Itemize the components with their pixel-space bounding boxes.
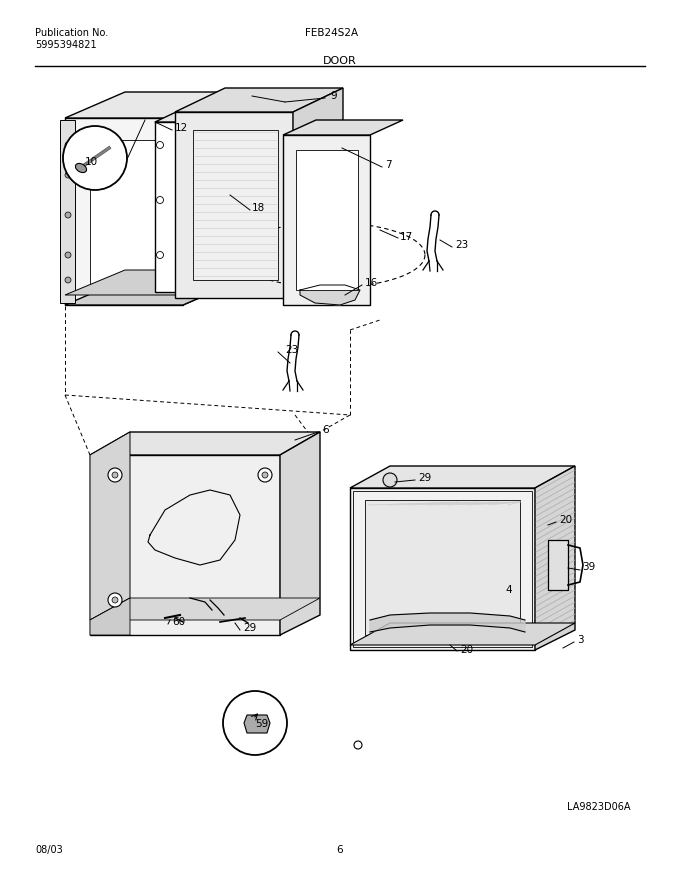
Ellipse shape (75, 163, 86, 173)
Polygon shape (300, 285, 360, 305)
Text: 29: 29 (418, 473, 431, 483)
Text: 4: 4 (505, 585, 511, 595)
Polygon shape (350, 488, 535, 650)
Circle shape (65, 142, 71, 148)
Circle shape (65, 277, 71, 283)
Polygon shape (90, 598, 130, 635)
Text: Publication No.: Publication No. (35, 28, 108, 38)
Circle shape (65, 212, 71, 218)
Polygon shape (65, 92, 243, 118)
Text: 5995394821: 5995394821 (35, 40, 97, 50)
Circle shape (262, 472, 268, 478)
Polygon shape (193, 130, 278, 280)
Text: LA9823D06A: LA9823D06A (566, 802, 630, 812)
Text: 18: 18 (252, 203, 265, 213)
Polygon shape (350, 466, 575, 488)
Circle shape (156, 251, 163, 258)
Circle shape (354, 741, 362, 749)
Polygon shape (90, 432, 130, 620)
Polygon shape (296, 150, 358, 290)
Polygon shape (65, 279, 243, 305)
Text: 7: 7 (385, 160, 392, 170)
Text: 6: 6 (322, 425, 328, 435)
Text: FEB24S2A: FEB24S2A (305, 28, 358, 38)
Circle shape (108, 468, 122, 482)
Circle shape (223, 691, 287, 755)
Circle shape (262, 196, 269, 203)
Circle shape (156, 196, 163, 203)
Polygon shape (155, 122, 270, 292)
Polygon shape (90, 598, 320, 620)
Circle shape (291, 256, 299, 264)
Polygon shape (175, 142, 255, 275)
Polygon shape (90, 455, 280, 635)
Polygon shape (535, 466, 575, 650)
Circle shape (63, 126, 127, 190)
Text: 10: 10 (84, 157, 97, 167)
Text: 20: 20 (559, 515, 572, 525)
Text: 29: 29 (243, 623, 256, 633)
Polygon shape (175, 88, 343, 112)
Text: 3: 3 (577, 635, 583, 645)
Polygon shape (183, 92, 243, 305)
Polygon shape (60, 120, 75, 303)
Polygon shape (350, 623, 575, 645)
Polygon shape (65, 270, 243, 295)
Text: 16: 16 (365, 278, 378, 288)
Polygon shape (365, 500, 520, 635)
Polygon shape (90, 432, 320, 455)
Text: DOOR: DOOR (323, 56, 357, 66)
Polygon shape (155, 103, 310, 122)
Polygon shape (65, 118, 183, 305)
Circle shape (383, 473, 397, 487)
Polygon shape (370, 613, 525, 632)
Text: 17: 17 (400, 232, 413, 242)
Polygon shape (283, 135, 370, 305)
Circle shape (291, 196, 299, 204)
Text: 6: 6 (337, 845, 343, 855)
Polygon shape (280, 432, 320, 635)
Circle shape (65, 252, 71, 258)
Text: 23: 23 (455, 240, 469, 250)
Circle shape (108, 593, 122, 607)
Circle shape (262, 251, 269, 258)
Circle shape (156, 142, 163, 149)
Text: 39: 39 (582, 562, 595, 572)
Text: 20: 20 (460, 645, 473, 655)
Polygon shape (283, 120, 403, 135)
Circle shape (258, 468, 272, 482)
Circle shape (291, 141, 299, 149)
Circle shape (262, 142, 269, 149)
Polygon shape (293, 88, 343, 298)
Polygon shape (244, 715, 270, 733)
Circle shape (112, 597, 118, 603)
Text: 08/03: 08/03 (35, 845, 63, 855)
Text: 12: 12 (175, 123, 188, 133)
Circle shape (65, 172, 71, 178)
Text: 59: 59 (256, 719, 269, 729)
Polygon shape (548, 540, 568, 590)
Circle shape (112, 472, 118, 478)
Text: 60: 60 (172, 617, 185, 627)
Polygon shape (90, 140, 170, 285)
Text: 9: 9 (330, 91, 337, 101)
Polygon shape (175, 112, 293, 298)
Text: 23: 23 (285, 345, 299, 355)
